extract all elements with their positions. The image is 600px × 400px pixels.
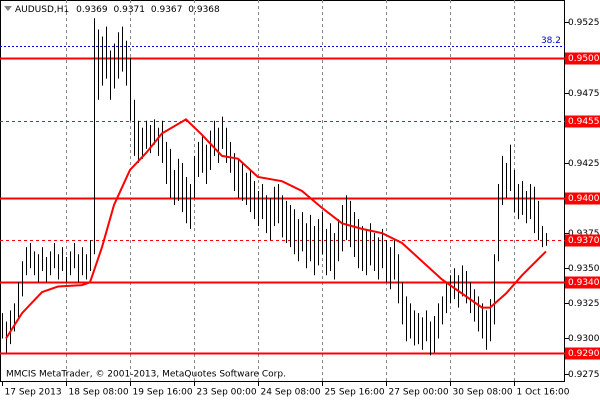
level-price-box [565,115,600,128]
level-price-label: 0.9340 [568,278,600,288]
level-price-label: 0.9500 [568,54,600,64]
y-tick-label: 0.9375 [568,229,600,239]
low-price: 0.9367 [151,5,183,15]
x-tick-label: 19 Sep 16:00 [133,388,193,398]
level-price-box [565,276,600,289]
level-price-box [565,347,600,360]
level-price-box [565,52,600,65]
copyright: MMCIS MetaTrader, © 2001-2013, MetaQuote… [6,370,286,380]
level-price-box [565,234,600,247]
level-price-label: 0.9370 [568,236,600,246]
close-price: 0.9368 [188,5,220,15]
y-tick-label: 0.9325 [568,299,600,309]
y-tick-label: 0.9350 [568,264,600,274]
level-price-label: 0.9455 [568,117,600,127]
level-price-box [565,192,600,205]
moving-average [5,118,547,340]
chart-header: AUDUSD,H1 0.9369 0.9371 0.9367 0.9368 [15,5,220,15]
y-tick-label: 0.9275 [568,370,600,380]
x-tick-label: 30 Sep 08:00 [453,388,513,398]
x-tick-label: 27 Sep 00:00 [389,388,449,398]
symbol: AUDUSD,H1 [15,5,69,15]
level-price-label: 0.9400 [568,194,600,204]
level-price-label: 0.9290 [568,349,600,359]
y-tick-label: 0.9525 [568,18,600,28]
y-tick-label: 0.9475 [568,89,600,99]
x-tick-label: 24 Sep 08:00 [261,388,321,398]
x-tick-label: 23 Sep 00:00 [197,388,257,398]
symbol-icon[interactable] [4,6,12,11]
x-tick-label: 1 Oct 16:00 [517,388,570,398]
y-tick-label: 0.9425 [568,159,600,169]
plot-frame [0,0,565,382]
x-tick-label: 18 Sep 08:00 [69,388,129,398]
open-price: 0.9369 [76,5,108,15]
x-tick-label: 17 Sep 2013 [5,388,62,398]
y-tick-label: 0.9300 [568,334,600,344]
x-tick-label: 25 Sep 16:00 [325,388,385,398]
high-price: 0.9371 [114,5,146,15]
fibo-label: 38.2 [541,36,561,46]
